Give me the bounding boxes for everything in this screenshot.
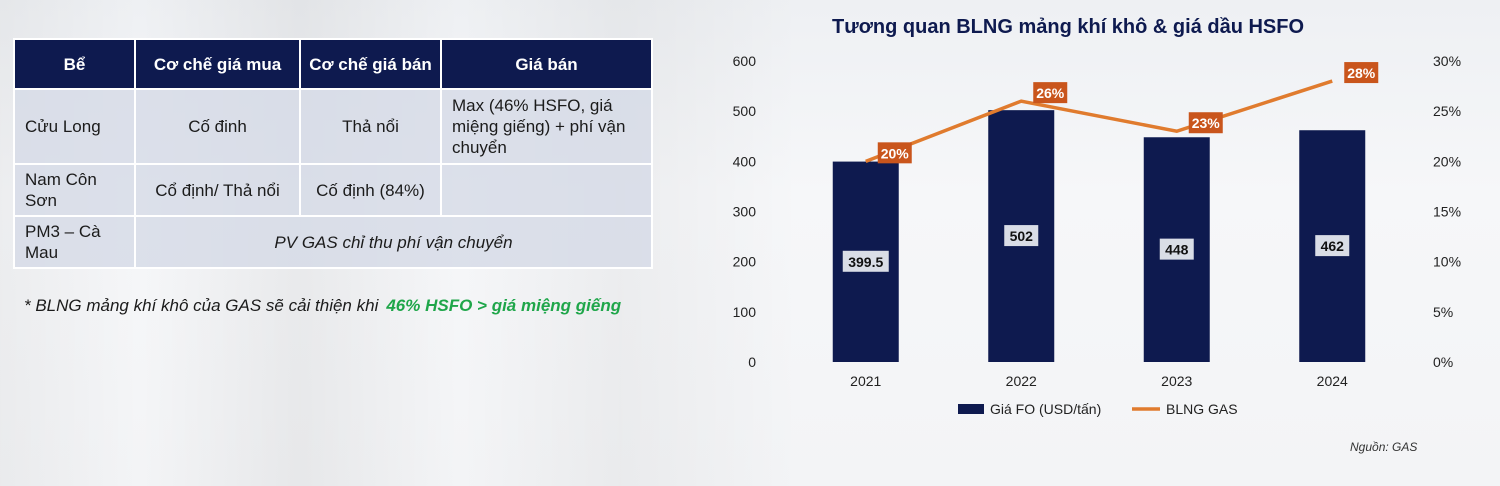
header-co-che-gia-ban: Cơ chế giá bán	[299, 38, 442, 90]
cell-gia-ban-mech: Cố định (84%)	[299, 163, 442, 217]
x-tick-label: 2024	[1317, 373, 1348, 389]
bar-data-label: 448	[1165, 242, 1189, 258]
legend: Giá FO (USD/tấn) BLNG GAS	[958, 401, 1238, 417]
left-tick-label: 500	[733, 103, 757, 119]
left-tick-label: 400	[733, 153, 757, 169]
right-tick-label: 10%	[1433, 254, 1461, 270]
cell-gia-mua: Cổ định/ Thả nổi	[134, 163, 301, 217]
x-tick-label: 2021	[850, 373, 881, 389]
table-row: Cửu Long Cố đinh Thả nổi Max (46% HSFO, …	[13, 88, 653, 165]
x-tick-label: 2022	[1006, 373, 1037, 389]
left-tick-label: 600	[733, 53, 757, 69]
bar-data-label: 502	[1010, 228, 1034, 244]
cell-gia-mua: Cố đinh	[134, 88, 301, 165]
bar-data-label-box	[1004, 225, 1039, 247]
chart-title: Tương quan BLNG mảng khí khô & giá dầu H…	[832, 16, 1305, 38]
x-axis: 2021 2022 2023 2024	[850, 373, 1348, 389]
footnote: * BLNG mảng khí khô của GAS sẽ cải thiện…	[24, 296, 621, 316]
left-tick-label: 200	[733, 254, 757, 270]
footnote-text: * BLNG mảng khí khô của GAS sẽ cải thiện…	[24, 296, 379, 315]
combo-chart: 399.5 502 448 462 20% 26% 23% 28% 0 100 200 300 40…	[733, 53, 1461, 417]
line-data-label: 26%	[1036, 85, 1065, 101]
right-tick-label: 5%	[1433, 304, 1453, 320]
legend-bar-swatch	[958, 404, 984, 414]
table-header-row: Bể Cơ chế giá mua Cơ chế giá bán Giá bán	[13, 38, 653, 90]
bar-data-label-box	[1159, 238, 1194, 260]
pricing-table: Bể Cơ chế giá mua Cơ chế giá bán Giá bán…	[13, 38, 653, 269]
line-data-label-box	[1188, 112, 1223, 134]
header-co-che-gia-mua: Cơ chế giá mua	[134, 38, 301, 90]
right-tick-label: 0%	[1433, 354, 1453, 370]
bar-series: 399.5 502 448 462	[832, 110, 1366, 362]
right-tick-label: 20%	[1433, 153, 1461, 169]
header-gia-ban: Giá bán	[440, 38, 653, 90]
cell-gia-ban-mech: Thả nổi	[299, 88, 442, 165]
right-tick-label: 25%	[1433, 103, 1461, 119]
right-tick-label: 15%	[1433, 204, 1461, 220]
cell-merged-note: PV GAS chỉ thu phí vận chuyển	[134, 215, 653, 269]
line-series: 20% 26% 23% 28%	[865, 62, 1379, 164]
line-data-label-box	[1344, 62, 1379, 84]
legend-bar-label: Giá FO (USD/tấn)	[990, 401, 1101, 417]
table-row: PM3 – Cà Mau PV GAS chỉ thu phí vận chuy…	[13, 215, 653, 269]
source-note: Nguồn: GAS	[1350, 440, 1418, 454]
table-row: Nam Côn Sơn Cổ định/ Thả nổi Cố định (84…	[13, 163, 653, 217]
cell-be: Nam Côn Sơn	[13, 163, 136, 217]
legend-line-label: BLNG GAS	[1166, 401, 1238, 417]
line-data-label: 20%	[881, 145, 910, 161]
line-data-label: 23%	[1192, 115, 1221, 131]
bar-data-label: 399.5	[848, 254, 883, 270]
line-data-label: 28%	[1347, 65, 1376, 81]
bar-data-label-box	[842, 250, 889, 272]
header-be: Bể	[13, 38, 136, 90]
line-data-label-box	[877, 142, 912, 164]
left-axis: 0 100 200 300 400 500 600	[733, 53, 757, 370]
left-tick-label: 300	[733, 204, 757, 220]
bar-data-label-box	[1315, 235, 1350, 257]
x-tick-label: 2023	[1161, 373, 1192, 389]
line-path	[865, 79, 1333, 163]
footnote-highlight: 46% HSFO > giá miệng giếng	[386, 296, 622, 315]
right-tick-label: 30%	[1433, 53, 1461, 69]
left-tick-label: 100	[733, 304, 757, 320]
left-tick-label: 0	[748, 354, 756, 370]
bar-data-label: 462	[1321, 238, 1345, 254]
cell-gia-ban: Max (46% HSFO, giá miệng giếng) + phí vậ…	[440, 88, 653, 165]
right-axis: 0% 5% 10% 15% 20% 25% 30%	[1433, 53, 1461, 370]
line-data-label-box	[1033, 82, 1068, 104]
cell-gia-ban	[440, 163, 653, 217]
cell-be: Cửu Long	[13, 88, 136, 165]
cell-be: PM3 – Cà Mau	[13, 215, 136, 269]
